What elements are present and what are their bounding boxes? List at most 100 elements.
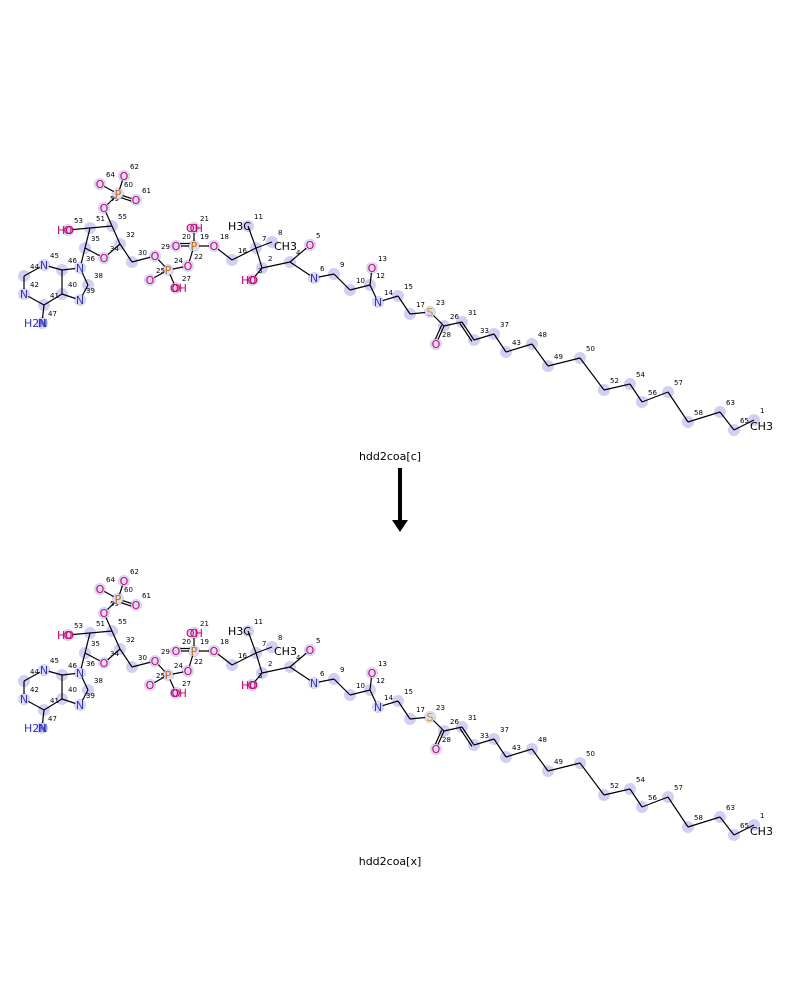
atom-symbol-bg (39, 665, 49, 675)
atom-symbol-bg (75, 668, 85, 678)
bond (443, 726, 463, 732)
group-label: H3C (228, 220, 251, 233)
atom-number: 40 (68, 281, 77, 289)
atom-symbol-bg (75, 700, 85, 710)
atom-symbol: O (146, 274, 155, 287)
atom-symbol: O (172, 240, 181, 253)
atom-number: 19 (200, 638, 209, 646)
atom-symbol: O (172, 687, 181, 700)
atom-symbol: N (374, 701, 382, 714)
bond (119, 648, 133, 668)
atom-symbol-bg (171, 283, 181, 293)
bond (493, 333, 507, 353)
atom-number: 55 (118, 618, 127, 626)
bond (641, 391, 669, 403)
atom-number: 64 (106, 576, 115, 584)
group-label: OH (186, 222, 203, 235)
atom-number: 41 (50, 697, 59, 705)
bond (547, 357, 581, 367)
reactant-label: hdd2coa[c] (359, 450, 421, 463)
atom-symbol-bg (171, 646, 181, 656)
atom-number: 51 (96, 620, 105, 628)
group-label: OH (170, 687, 187, 700)
bond (505, 343, 533, 353)
atom-number: 31 (468, 309, 477, 317)
bond (493, 738, 507, 758)
atom-number: 31 (468, 714, 477, 722)
atom-symbol: O (100, 607, 109, 620)
atom-number: 34 (110, 245, 119, 253)
atom-symbol-bg (373, 297, 383, 307)
bond (84, 632, 91, 654)
atom-symbol: O (210, 240, 219, 253)
group-label: H3C (228, 625, 251, 638)
atom-symbol-bg (209, 241, 219, 251)
atom-number: 9 (340, 261, 344, 269)
atom-number: 32 (126, 636, 135, 644)
atom-number: 30 (138, 654, 147, 662)
atom-number: 61 (142, 592, 151, 600)
bond (579, 762, 605, 796)
atom-symbol: P (165, 264, 172, 277)
atom-symbol-bg (19, 289, 29, 299)
atom-symbol-bg (131, 600, 141, 610)
atom-symbol: O (184, 665, 193, 678)
atom-symbol: O (184, 260, 193, 273)
bond (84, 227, 91, 249)
atom-symbol-bg (425, 712, 435, 722)
atom-number: 33 (480, 327, 489, 335)
atom-number: 63 (726, 804, 735, 812)
bond (459, 323, 473, 342)
bond (579, 357, 605, 391)
atom-symbol: O (190, 627, 199, 640)
atom-number: 52 (610, 782, 619, 790)
atom-number: 44 (30, 668, 39, 676)
atom-number: 54 (636, 371, 645, 379)
atom-number: 5 (316, 232, 320, 240)
atom-symbol-bg (183, 261, 193, 271)
atom-number: 57 (674, 784, 683, 792)
atom-number: 32 (126, 231, 135, 239)
atom-number: 52 (610, 377, 619, 385)
atom-number: 58 (694, 409, 703, 417)
atom-number: 12 (376, 272, 385, 280)
bond (603, 383, 631, 391)
atom-symbol: O (368, 262, 377, 275)
atom-symbol: O (120, 170, 129, 183)
atom-number: 18 (220, 638, 229, 646)
atom-number: 28 (442, 736, 451, 744)
atom-symbol-bg (305, 240, 315, 250)
bond (111, 225, 121, 245)
atom-number: 50 (586, 750, 595, 758)
atom-number: 25 (156, 267, 165, 275)
bond (629, 788, 643, 808)
atom-symbol-bg (171, 241, 181, 251)
bond (531, 748, 549, 772)
atom-symbol-bg (247, 680, 257, 690)
atom-number: 57 (674, 379, 683, 387)
atom-symbol-bg (309, 678, 319, 688)
group-label: OH (186, 627, 203, 640)
bond (505, 748, 533, 758)
atom-symbol-bg (75, 295, 85, 305)
bond (43, 293, 63, 306)
atom-number: 62 (130, 568, 139, 576)
atom-number: 10 (356, 277, 365, 285)
atom-symbol-bg (189, 646, 199, 656)
atom-symbol-bg (189, 223, 199, 233)
bond (667, 796, 689, 828)
atom-number: 5 (316, 637, 320, 645)
atom-symbol-bg (367, 668, 377, 678)
atom-symbol-bg (113, 594, 123, 604)
atom-symbol: O (172, 282, 181, 295)
atom-symbol: N (38, 722, 46, 735)
atom-symbol: P (115, 188, 122, 201)
atom-number: 42 (30, 686, 39, 694)
bond (443, 321, 463, 327)
atom-symbol-bg (63, 225, 73, 235)
atom-number: 43 (512, 744, 521, 752)
atom-number: 65 (740, 822, 749, 830)
atom-number: 49 (554, 353, 563, 361)
bond (473, 333, 495, 341)
atom-number: 14 (384, 694, 393, 702)
